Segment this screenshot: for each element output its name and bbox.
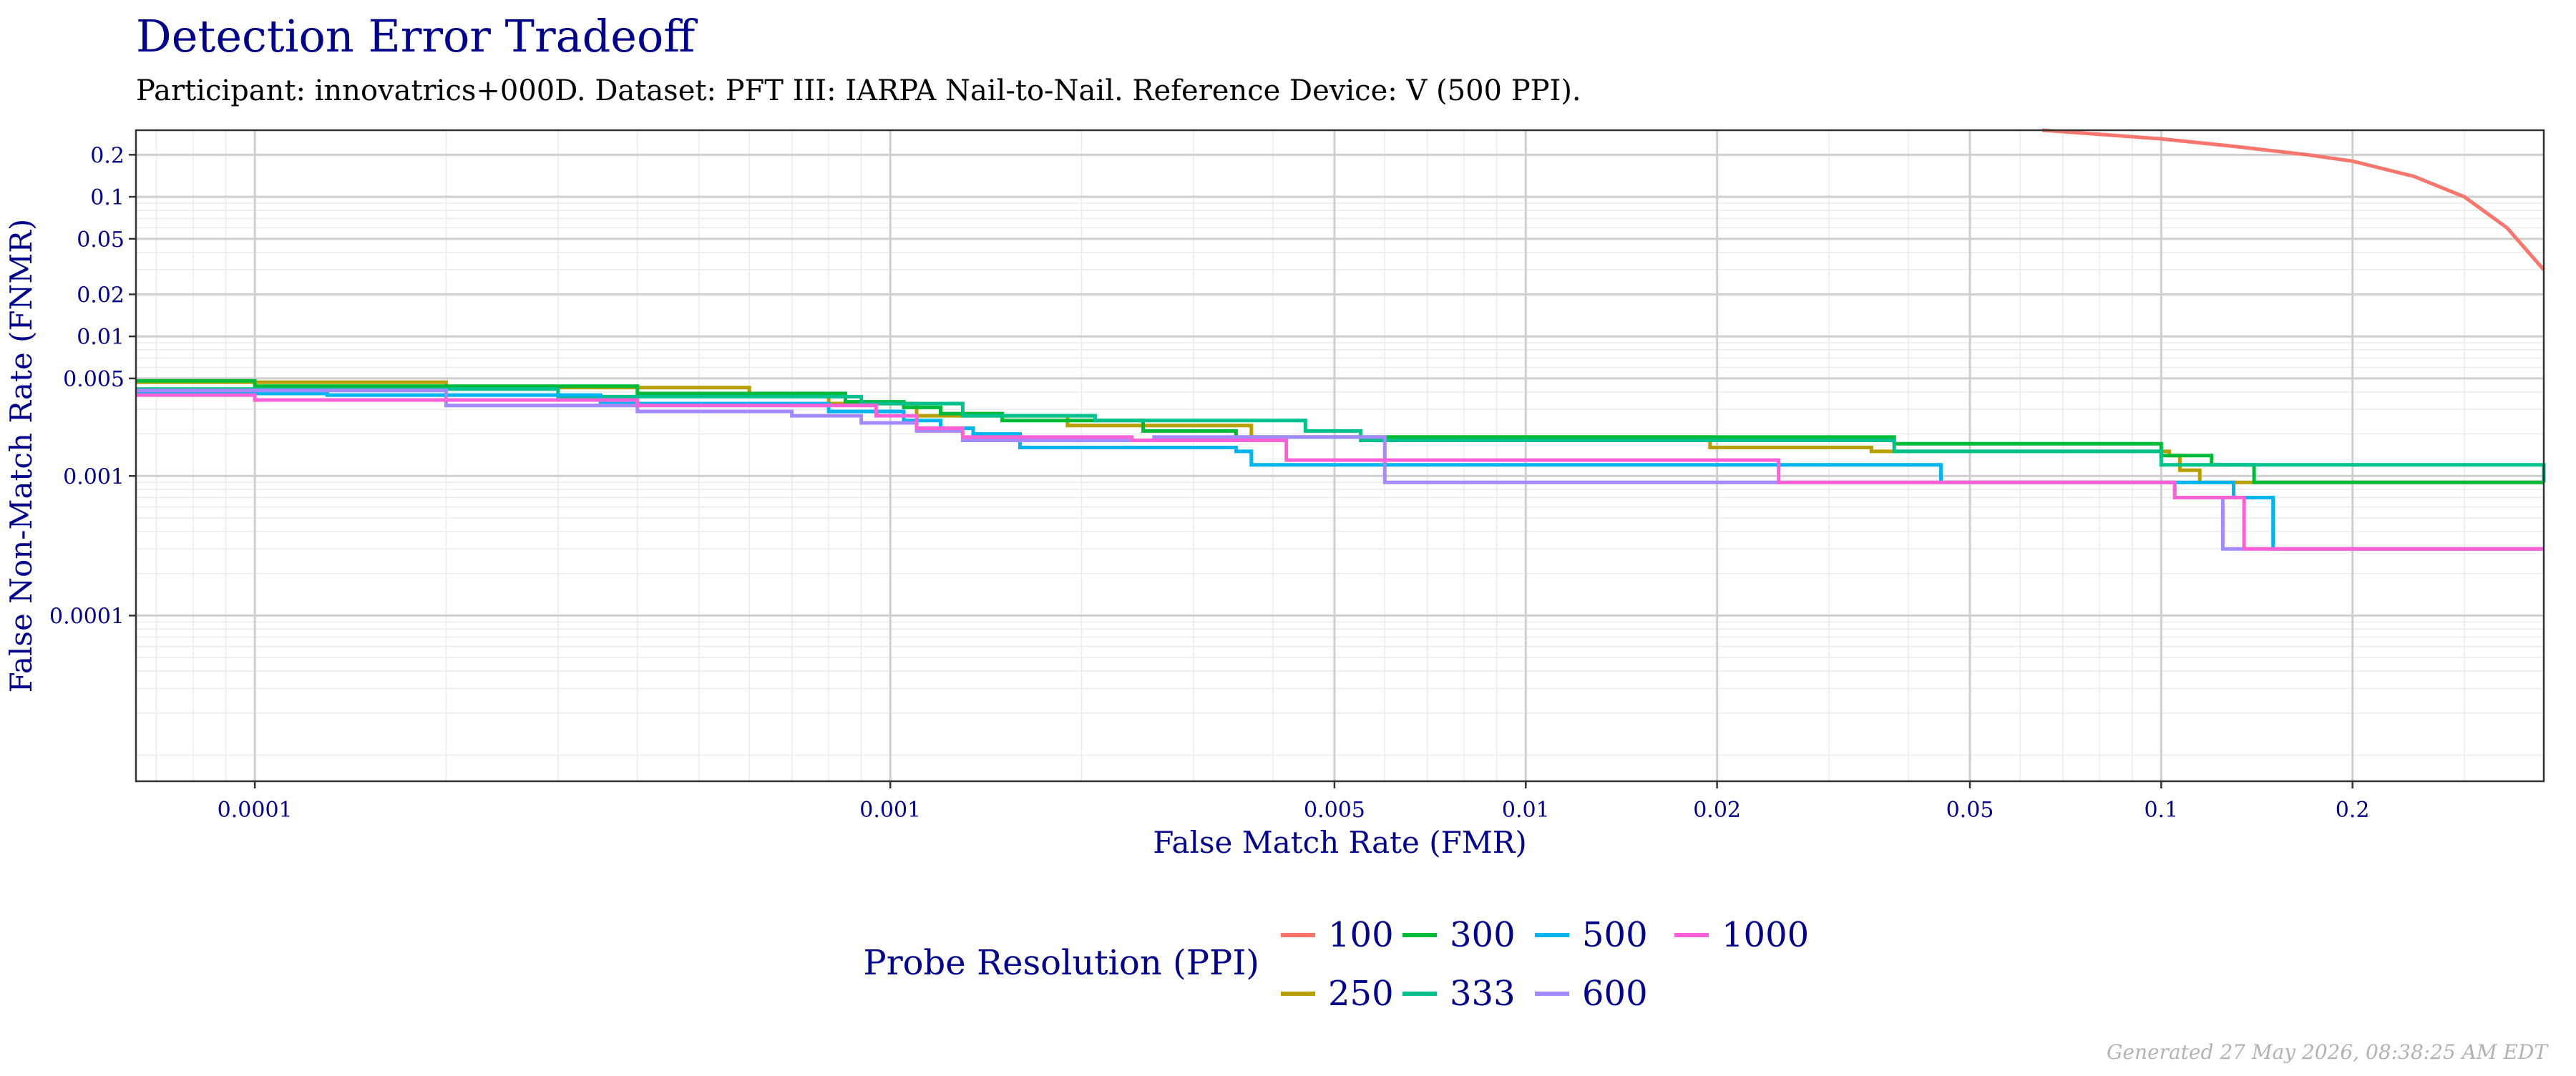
legend-label-250: 250 bbox=[1328, 974, 1394, 1014]
y-axis-title: False Non-Match Rate (FNMR) bbox=[4, 219, 39, 693]
x-tick-label: 0.02 bbox=[1693, 798, 1741, 823]
y-tick-label: 0.05 bbox=[77, 228, 125, 253]
x-tick-label: 0.005 bbox=[1304, 798, 1365, 823]
legend-label-600: 600 bbox=[1582, 974, 1648, 1014]
x-axis-title: False Match Rate (FMR) bbox=[1153, 825, 1527, 860]
x-tick-label: 0.2 bbox=[2336, 798, 2370, 823]
y-tick-label: 0.01 bbox=[77, 325, 125, 350]
legend-label-1000: 1000 bbox=[1722, 915, 1809, 955]
legend-label-500: 500 bbox=[1582, 915, 1648, 955]
y-tick-label: 0.001 bbox=[63, 464, 125, 489]
generated-timestamp: Generated 27 May 2026, 08:38:25 AM EDT bbox=[2107, 1040, 2549, 1064]
y-tick-label: 0.1 bbox=[90, 185, 125, 210]
series-line-1000 bbox=[136, 393, 2544, 551]
chart-title: Detection Error Tradeoff bbox=[136, 10, 698, 62]
y-tick-label: 0.005 bbox=[63, 367, 125, 392]
chart-subtitle: Participant: innovatrics+000D. Dataset: … bbox=[136, 74, 1581, 107]
series-line-100 bbox=[2042, 128, 2545, 271]
y-tick-label: 0.02 bbox=[77, 283, 125, 308]
x-tick-label: 0.0001 bbox=[218, 798, 293, 823]
x-tick-label: 0.01 bbox=[1502, 798, 1550, 823]
legend-label-300: 300 bbox=[1450, 915, 1516, 955]
series-line-333 bbox=[136, 387, 2546, 483]
plot-border bbox=[135, 129, 2545, 783]
x-tick-label: 0.001 bbox=[859, 798, 921, 823]
y-tick-label: 0.2 bbox=[90, 143, 125, 168]
legend-label-333: 333 bbox=[1450, 974, 1516, 1014]
x-tick-label: 0.1 bbox=[2144, 798, 2178, 823]
legend-title: Probe Resolution (PPI) bbox=[863, 943, 1259, 983]
legend-label-100: 100 bbox=[1328, 915, 1394, 955]
y-tick-label: 0.0001 bbox=[49, 604, 125, 629]
x-tick-label: 0.05 bbox=[1946, 798, 1994, 823]
